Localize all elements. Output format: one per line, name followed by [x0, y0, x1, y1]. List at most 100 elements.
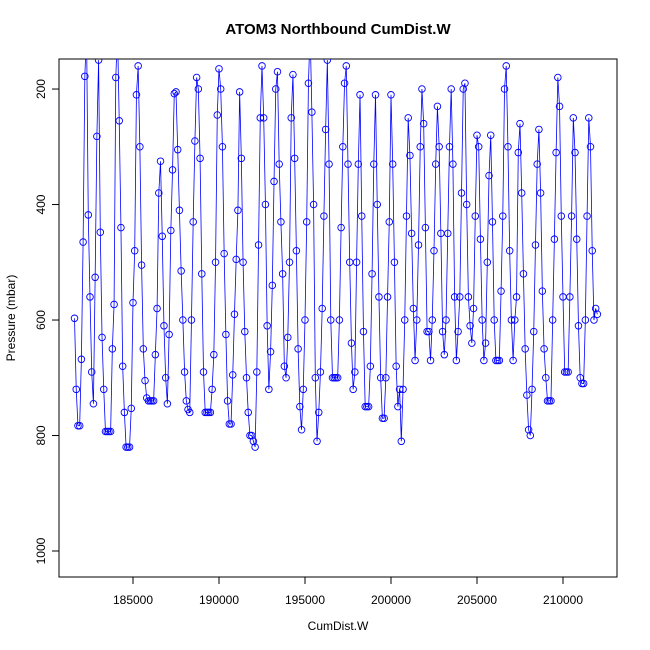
data-point — [265, 385, 273, 394]
plot-frame — [58, 58, 618, 578]
data-point — [531, 241, 540, 249]
data-point — [557, 212, 566, 220]
y-tick-label: 600 — [34, 310, 48, 330]
data-point — [313, 437, 321, 446]
data-point — [210, 350, 218, 359]
data-point — [273, 67, 282, 76]
data-point — [81, 72, 89, 81]
data-point — [277, 218, 285, 226]
data-point — [356, 91, 364, 99]
data-point — [466, 322, 474, 330]
data-point — [407, 229, 416, 238]
data-point — [526, 431, 535, 440]
data-point — [456, 293, 464, 301]
data-point — [177, 267, 185, 275]
data-point — [89, 400, 98, 408]
data-point — [512, 293, 521, 301]
data-point — [182, 397, 191, 405]
data-point — [444, 229, 452, 238]
data-point — [359, 327, 368, 336]
data-point — [481, 339, 490, 347]
data-point — [208, 385, 216, 394]
data-point — [136, 143, 144, 151]
data-point — [284, 333, 292, 342]
data-point — [364, 402, 373, 411]
data-point — [297, 425, 306, 434]
data-point — [425, 327, 433, 336]
data-point — [339, 143, 347, 151]
y-tick-label: 800 — [34, 425, 48, 445]
data-point — [100, 385, 108, 394]
data-point — [261, 200, 270, 209]
data-point — [450, 293, 459, 301]
data-point — [383, 293, 392, 301]
data-point — [445, 143, 454, 151]
data-point — [586, 143, 595, 151]
data-point — [573, 235, 581, 243]
data-point — [414, 241, 423, 249]
data-point — [504, 143, 512, 151]
data-point — [452, 356, 461, 365]
data-point — [550, 235, 559, 243]
data-point — [130, 246, 139, 255]
data-point — [132, 91, 141, 99]
data-point — [404, 114, 412, 122]
data-point — [555, 102, 564, 111]
data-point — [488, 218, 497, 226]
data-point — [258, 62, 266, 70]
data-point — [239, 258, 247, 267]
data-point — [318, 304, 326, 313]
data-point — [571, 148, 579, 157]
y-tick-label: 200 — [34, 79, 48, 99]
data-point — [442, 316, 450, 324]
data-point — [394, 402, 402, 411]
data-point — [430, 246, 438, 255]
data-point — [321, 125, 330, 134]
data-point — [478, 316, 486, 324]
data-point — [129, 298, 137, 307]
data-point — [296, 402, 304, 411]
data-point — [519, 270, 528, 278]
data-point — [507, 316, 516, 324]
data-point — [256, 114, 265, 122]
data-point — [110, 300, 118, 309]
data-point — [521, 345, 529, 353]
x-tick-label: 210000 — [543, 593, 583, 607]
data-point — [419, 119, 428, 128]
data-point — [402, 212, 411, 220]
data-point — [411, 356, 419, 365]
data-point — [368, 270, 376, 278]
data-point — [98, 333, 106, 342]
data-point — [153, 304, 161, 313]
data-point — [172, 88, 180, 96]
data-point — [270, 177, 278, 186]
x-axis-label: CumDist.W — [308, 619, 369, 633]
data-point — [413, 316, 421, 324]
data-point — [564, 368, 572, 376]
data-point — [395, 385, 404, 394]
data-point — [487, 131, 495, 139]
x-tick-label: 200000 — [371, 593, 411, 607]
data-point — [390, 258, 399, 267]
data-point — [514, 148, 523, 157]
data-point — [473, 131, 481, 139]
data-point — [161, 374, 170, 382]
data-point — [106, 427, 115, 436]
data-point — [583, 212, 591, 220]
data-point — [433, 102, 442, 111]
data-point — [198, 270, 206, 278]
data-point — [516, 119, 524, 128]
data-point — [294, 345, 302, 353]
data-point — [354, 160, 363, 168]
data-point — [141, 376, 149, 385]
data-point — [497, 287, 505, 295]
data-point — [189, 218, 197, 226]
data-point — [137, 261, 146, 269]
data-point — [282, 374, 290, 382]
data-point — [170, 89, 179, 98]
x-tick-label: 190000 — [199, 593, 239, 607]
data-point — [299, 385, 308, 394]
data-point — [223, 397, 232, 405]
data-point — [380, 414, 388, 422]
